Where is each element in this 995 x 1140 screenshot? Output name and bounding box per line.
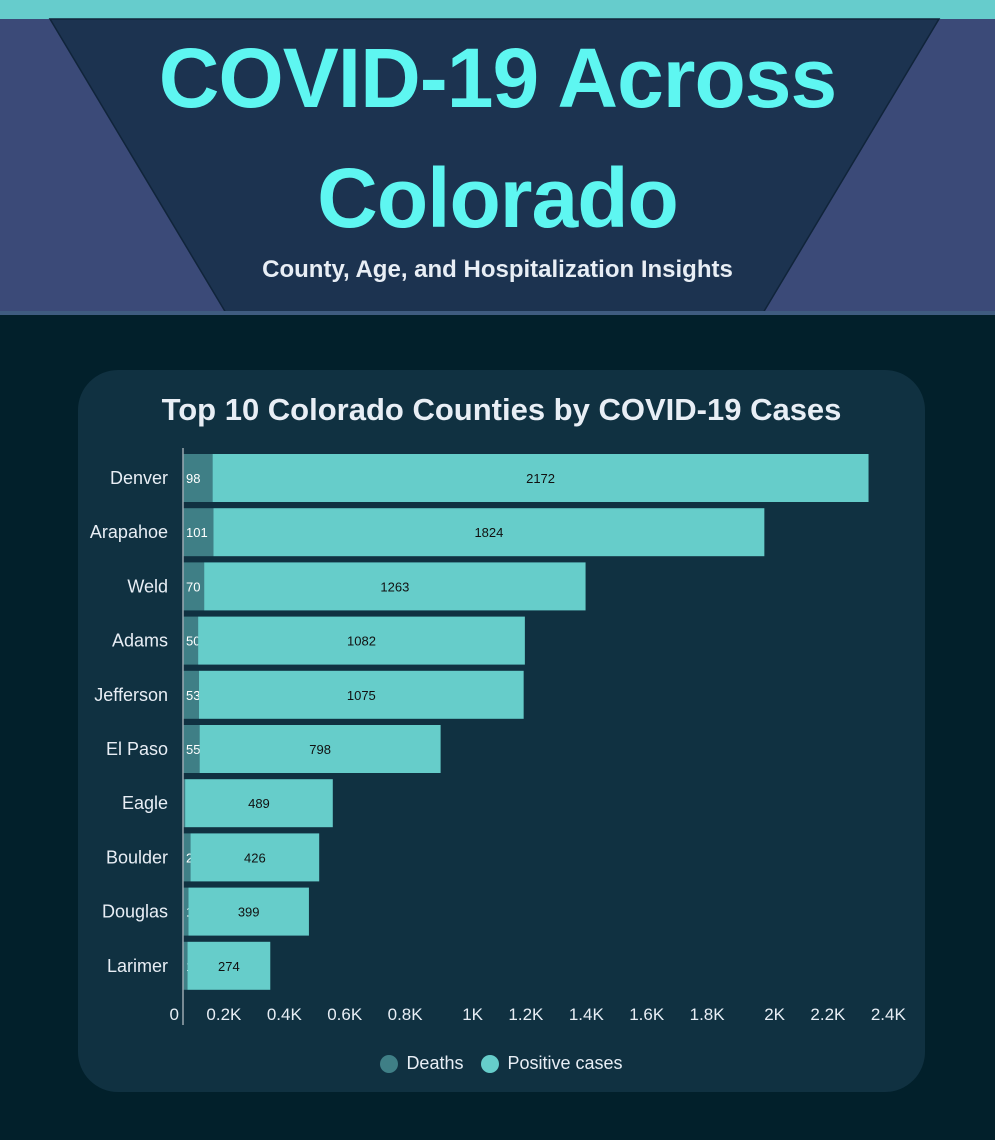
legend-swatch-deaths (380, 1054, 399, 1073)
data-label: 1824 (474, 525, 503, 540)
data-label: 1082 (347, 634, 376, 649)
data-label: 70 (186, 579, 200, 594)
bar-positive-cases[interactable] (212, 454, 869, 502)
bar-positive-cases[interactable] (198, 616, 525, 665)
y-axis-label: El Paso (106, 739, 168, 759)
x-tick-label: 0.2K (206, 1005, 242, 1024)
bar-deaths[interactable] (183, 616, 199, 665)
bar-positive-cases[interactable] (188, 887, 309, 936)
bar-chart: Denver 98 2172 Arapahoe 101 1824 Weld 70 1263 Ada… (90, 448, 907, 1025)
legend-swatch-positive-cases (481, 1054, 500, 1073)
x-tick-label: 2K (764, 1005, 785, 1024)
x-tick-label: 0 (170, 1005, 179, 1024)
legend-label: Positive cases (507, 1053, 623, 1073)
bar-positive-cases[interactable] (187, 941, 271, 990)
y-axis-label: Larimer (107, 956, 168, 976)
x-tick-label: 1.6K (629, 1005, 665, 1024)
data-label: 98 (186, 471, 200, 486)
data-label: 53 (186, 688, 200, 703)
y-axis-label: Weld (127, 576, 168, 596)
x-tick-label: 0.6K (327, 1005, 363, 1024)
x-tick-label: 0.4K (267, 1005, 303, 1024)
page-subtitle: County, Age, and Hospitalization Insight… (262, 256, 733, 283)
data-label: 274 (218, 959, 240, 974)
bar-deaths[interactable] (183, 725, 200, 773)
bar-positive-cases[interactable] (199, 725, 441, 773)
data-label: 399 (238, 905, 260, 920)
bar-positive-cases[interactable] (185, 779, 333, 828)
x-tick-label: 1K (462, 1005, 483, 1024)
data-label: 101 (186, 525, 208, 540)
header-background (0, 0, 995, 315)
y-axis-label: Boulder (106, 847, 168, 867)
bar-deaths[interactable] (183, 887, 189, 936)
chart-legend: Deaths Positive cases (78, 1053, 925, 1074)
x-tick-label: 1.2K (508, 1005, 544, 1024)
header: COVID-19 Across Colorado County, Age, an… (0, 0, 995, 315)
page-title-line2: Colorado (317, 151, 679, 245)
bar-deaths[interactable] (183, 833, 191, 882)
data-label: 55 (186, 742, 200, 757)
header-bottom-line (0, 311, 995, 315)
header-top-stripe (0, 0, 995, 19)
y-axis-label: Arapahoe (90, 522, 168, 542)
legend-label: Deaths (406, 1053, 464, 1073)
x-tick-label: 0.8K (388, 1005, 424, 1024)
x-tick-label: 1.4K (569, 1005, 605, 1024)
bar-positive-cases[interactable] (204, 562, 586, 611)
bar-positive-cases[interactable] (190, 833, 320, 882)
y-axis-label: Denver (110, 468, 168, 488)
data-label: 489 (248, 796, 270, 811)
bar-deaths[interactable] (183, 562, 205, 611)
page-title-line1: COVID-19 Across (158, 31, 837, 125)
bar-deaths[interactable] (183, 670, 200, 719)
y-axis-label: Jefferson (94, 685, 168, 705)
legend-item-positive-cases[interactable]: Positive cases (481, 1053, 623, 1074)
chart-card: Top 10 Colorado Counties by COVID-19 Cas… (78, 370, 925, 1092)
data-label: 798 (309, 742, 331, 757)
bar-positive-cases[interactable] (213, 508, 765, 557)
y-axis-label: Douglas (102, 902, 168, 922)
data-label: 2172 (526, 471, 555, 486)
bar-positive-cases[interactable] (199, 670, 524, 719)
x-tick-label: 1.8K (690, 1005, 726, 1024)
chart-title: Top 10 Colorado Counties by COVID-19 Cas… (161, 392, 842, 427)
bar-deaths[interactable] (183, 941, 188, 990)
x-tick-label: 2.2K (810, 1005, 846, 1024)
legend-item-deaths[interactable]: Deaths (380, 1053, 463, 1074)
data-label: 426 (244, 850, 266, 865)
x-tick-label: 2.4K (871, 1005, 907, 1024)
bar-deaths[interactable] (183, 454, 213, 502)
y-axis-label: Adams (112, 631, 168, 651)
data-label: 1263 (380, 579, 409, 594)
bar-deaths[interactable] (183, 508, 214, 557)
data-label: 1075 (347, 688, 376, 703)
data-label: 50 (186, 634, 200, 649)
y-axis-label: Eagle (122, 793, 168, 813)
bar-deaths[interactable] (183, 779, 186, 828)
